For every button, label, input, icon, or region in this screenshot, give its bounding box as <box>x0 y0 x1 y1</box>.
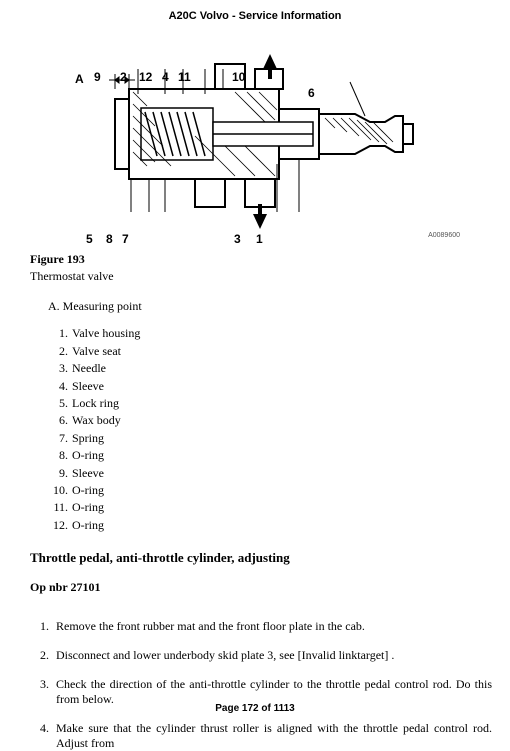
step-text: Make sure that the cylinder thrust rolle… <box>56 721 492 751</box>
legend-text: Sleeve <box>72 466 104 480</box>
procedure-step: 2.Disconnect and lower underbody skid pl… <box>40 648 492 663</box>
legend-text: Wax body <box>72 413 121 427</box>
callout-A: A <box>75 72 84 86</box>
legend-item: 8. O-ring <box>48 447 510 464</box>
legend-text: Valve seat <box>72 344 121 358</box>
legend-num: 12. <box>48 517 68 534</box>
step-text: Remove the front rubber mat and the fron… <box>56 619 365 634</box>
callout-6: 6 <box>308 86 315 100</box>
legend-item: 9. Sleeve <box>48 465 510 482</box>
callout-5: 5 <box>86 232 93 246</box>
callout-9: 9 <box>94 70 101 84</box>
legend-num: 1. <box>48 325 68 342</box>
callout-2: 2 <box>120 70 127 84</box>
diagram-area: A 9 2 12 4 11 10 6 5 8 7 3 1 A0089600 <box>0 34 510 244</box>
step-number: 4. <box>40 721 56 751</box>
legend-item-A: A. Measuring point <box>48 298 510 315</box>
legend-item: 7. Spring <box>48 430 510 447</box>
legend-num: 8. <box>48 447 68 464</box>
legend-text: O-ring <box>72 518 104 532</box>
figure-label: Figure 193 <box>30 252 510 267</box>
legend-item: 6. Wax body <box>48 412 510 429</box>
legend-item: 10. O-ring <box>48 482 510 499</box>
callout-12: 12 <box>139 70 152 84</box>
legend-item: 4. Sleeve <box>48 378 510 395</box>
callout-7: 7 <box>122 232 129 246</box>
legend-num: 9. <box>48 465 68 482</box>
legend-letter: A. <box>48 299 60 313</box>
legend-num: 6. <box>48 412 68 429</box>
callout-10: 10 <box>232 70 245 84</box>
legend-text: O-ring <box>72 500 104 514</box>
legend-list: A. Measuring point 1. Valve housing 2. Valv… <box>48 298 510 534</box>
legend-num: 11. <box>48 499 68 516</box>
legend-text: Measuring point <box>63 299 142 313</box>
procedure-step: 4.Make sure that the cylinder thrust rol… <box>40 721 492 751</box>
legend-num: 4. <box>48 378 68 395</box>
figure-caption: Thermostat valve <box>30 269 510 284</box>
legend-item: 5. Lock ring <box>48 395 510 412</box>
callout-11: 11 <box>178 70 191 84</box>
op-number: Op nbr 27101 <box>30 580 510 595</box>
page-header: A20C Volvo - Service Information <box>0 0 510 22</box>
diagram-callouts: A 9 2 12 4 11 10 6 5 8 7 3 1 <box>0 34 510 244</box>
legend-num: 7. <box>48 430 68 447</box>
section-title: Throttle pedal, anti-throttle cylinder, … <box>30 550 510 566</box>
legend-num: 5. <box>48 395 68 412</box>
legend-text: Valve housing <box>72 326 140 340</box>
legend-item: 12. O-ring <box>48 517 510 534</box>
callout-3: 3 <box>234 232 241 246</box>
legend-text: O-ring <box>72 483 104 497</box>
legend-item: 2. Valve seat <box>48 343 510 360</box>
page-footer: Page 172 of 1113 <box>0 703 510 714</box>
figure-block: Figure 193 Thermostat valve <box>30 252 510 284</box>
legend-text: Sleeve <box>72 379 104 393</box>
legend-text: O-ring <box>72 448 104 462</box>
legend-num: 2. <box>48 343 68 360</box>
procedure-steps: 1.Remove the front rubber mat and the fr… <box>40 619 492 751</box>
step-number: 1. <box>40 619 56 634</box>
callout-1: 1 <box>256 232 263 246</box>
procedure-step: 1.Remove the front rubber mat and the fr… <box>40 619 492 634</box>
legend-item: 3. Needle <box>48 360 510 377</box>
legend-num: 10. <box>48 482 68 499</box>
legend-text: Needle <box>72 361 106 375</box>
legend-num: 3. <box>48 360 68 377</box>
step-number: 2. <box>40 648 56 663</box>
legend-item: 1. Valve housing <box>48 325 510 342</box>
step-text: Disconnect and lower underbody skid plat… <box>56 648 394 663</box>
legend-text: Spring <box>72 431 104 445</box>
legend-text: Lock ring <box>72 396 119 410</box>
legend-item: 11. O-ring <box>48 499 510 516</box>
callout-8: 8 <box>106 232 113 246</box>
image-code: A0089600 <box>428 232 460 239</box>
callout-4: 4 <box>162 70 169 84</box>
